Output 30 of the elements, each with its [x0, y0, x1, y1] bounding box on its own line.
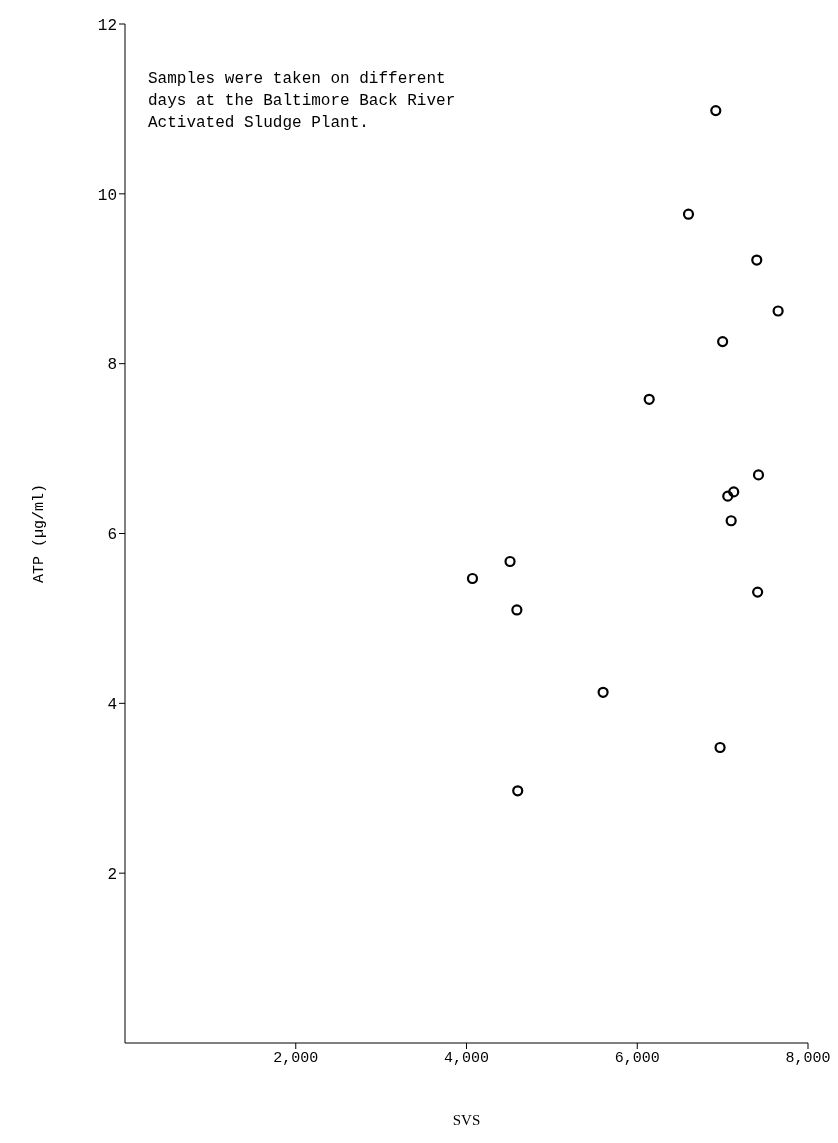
y-tick-label: 12	[97, 16, 117, 35]
annotation: Samples were taken on different days at the Baltimore Back River Activated Sludge Plant.	[148, 69, 457, 134]
x-tick-label: 6,000	[614, 1049, 660, 1067]
y-tick-label: 10	[97, 186, 117, 205]
point	[511, 604, 523, 616]
x-axis-title: SVS	[452, 1112, 481, 1128]
point	[710, 105, 722, 117]
point	[714, 741, 726, 754]
y-tick-label: 8	[107, 356, 117, 375]
point	[772, 305, 784, 317]
x-tick-label: 8,000	[785, 1049, 831, 1067]
point	[717, 335, 729, 348]
point	[682, 208, 695, 220]
point	[722, 490, 734, 502]
x-tick-label: 4,000	[443, 1049, 490, 1067]
point	[466, 572, 479, 585]
y-tick-label: 4	[107, 696, 117, 715]
y-tick-label: 6	[107, 526, 117, 545]
point	[751, 254, 763, 266]
point	[728, 486, 740, 498]
y-axis-title: ATP (µg/ml)	[31, 483, 49, 584]
point	[512, 785, 524, 797]
point	[752, 586, 764, 598]
x-tick-label: 2,000	[273, 1049, 319, 1067]
point	[504, 555, 516, 568]
point	[752, 469, 765, 481]
point	[725, 515, 737, 527]
y-tick-label: 2	[107, 865, 117, 884]
point	[643, 393, 655, 405]
point	[597, 686, 609, 698]
